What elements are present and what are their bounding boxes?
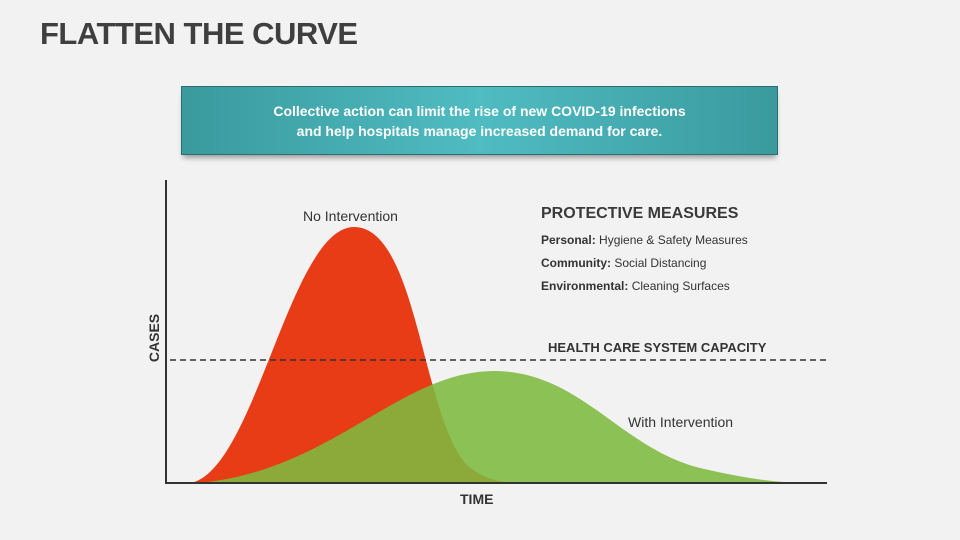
measure-label: Personal:	[541, 233, 596, 247]
x-axis-label: TIME	[460, 491, 494, 507]
measure-item: Environmental: Cleaning Surfaces	[541, 279, 730, 293]
capacity-label: HEALTH CARE SYSTEM CAPACITY	[548, 340, 767, 355]
no-intervention-label: No Intervention	[303, 208, 398, 224]
with-intervention-curve	[198, 371, 812, 483]
banner-line-2: and help hospitals manage increased dema…	[296, 122, 663, 139]
with-intervention-label: With Intervention	[628, 414, 734, 430]
message-banner: Collective action can limit the rise of …	[181, 86, 778, 155]
protective-measures-title: PROTECTIVE MEASURES	[541, 205, 739, 222]
measure-value: Social Distancing	[614, 256, 707, 270]
measure-item: Community: Social Distancing	[541, 256, 706, 270]
banner-line-1: Collective action can limit the rise of …	[273, 102, 686, 119]
measure-label: Community:	[541, 256, 611, 270]
page-title: FLATTEN THE CURVE	[40, 16, 358, 51]
measure-value: Cleaning Surfaces	[631, 279, 730, 293]
y-axis-label: CASES	[146, 313, 163, 363]
measure-label: Environmental:	[541, 279, 629, 293]
measure-value: Hygiene & Safety Measures	[599, 233, 748, 247]
measure-item: Personal: Hygiene & Safety Measures	[541, 233, 748, 247]
